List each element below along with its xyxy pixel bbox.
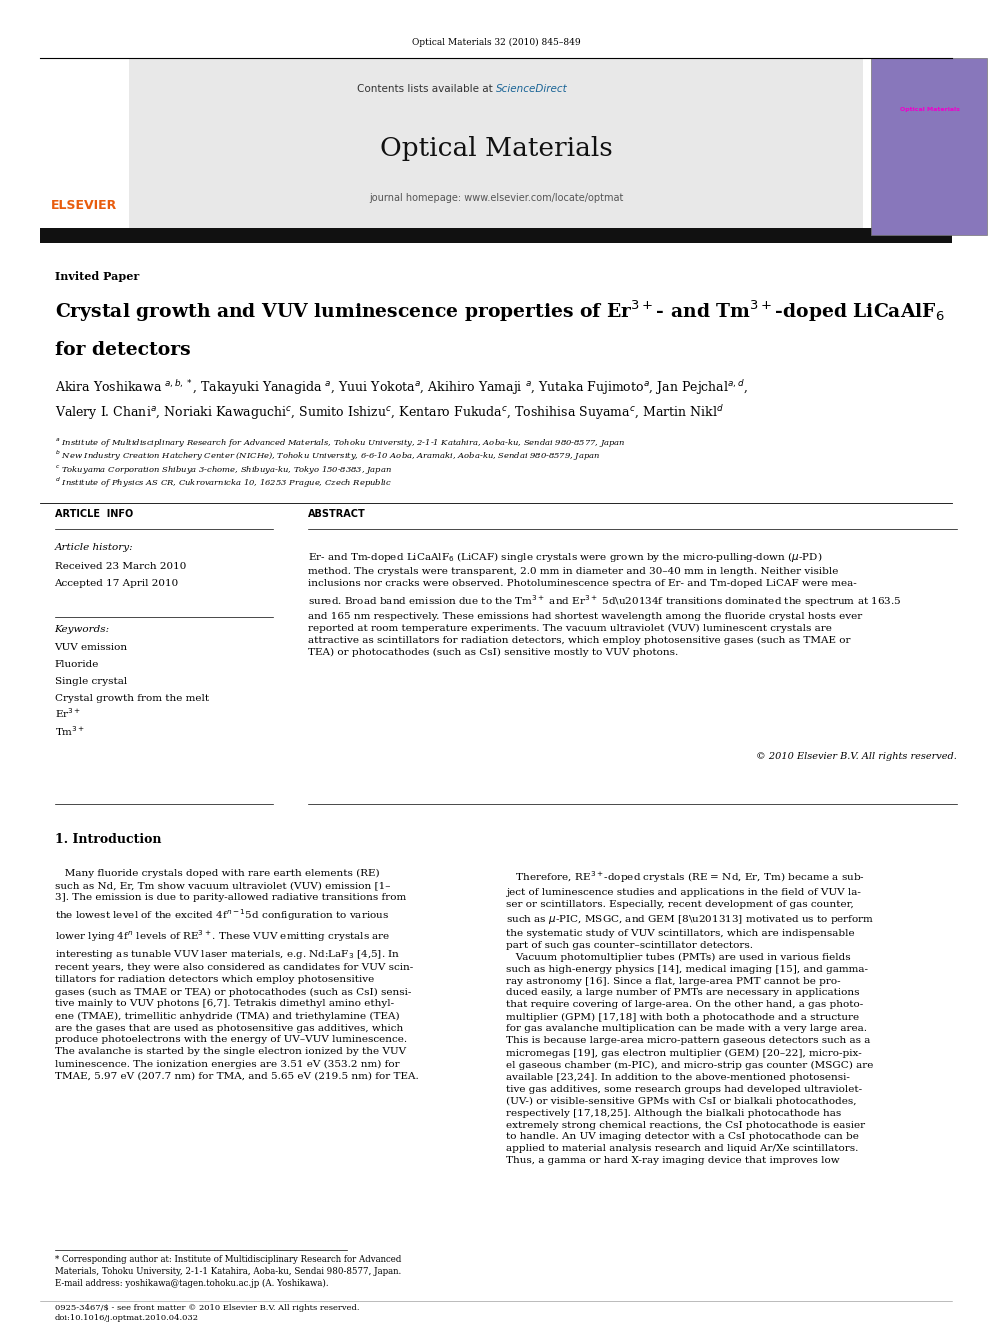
Text: VUV emission: VUV emission: [55, 643, 128, 652]
Text: Tm$^{3+}$: Tm$^{3+}$: [55, 724, 84, 738]
Text: Akira Yoshikawa $^{a,b,*}$, Takayuki Yanagida $^{a}$, Yuui Yokota$^{a}$, Akihiro: Akira Yoshikawa $^{a,b,*}$, Takayuki Yan…: [55, 377, 748, 397]
Text: for detectors: for detectors: [55, 340, 190, 359]
FancyBboxPatch shape: [40, 228, 952, 243]
Text: Contents lists available at: Contents lists available at: [357, 83, 496, 94]
FancyBboxPatch shape: [129, 58, 863, 235]
Text: Accepted 17 April 2010: Accepted 17 April 2010: [55, 579, 179, 589]
Text: $^b$ New Industry Creation Hatchery Center (NICHe), Tohoku University, 6-6-10 Ao: $^b$ New Industry Creation Hatchery Cent…: [55, 448, 600, 463]
Text: Single crystal: Single crystal: [55, 677, 127, 687]
Text: Optical Materials: Optical Materials: [900, 107, 959, 112]
Text: © 2010 Elsevier B.V. All rights reserved.: © 2010 Elsevier B.V. All rights reserved…: [757, 753, 957, 762]
Text: Crystal growth and VUV luminescence properties of Er$^{3+}$- and Tm$^{3+}$-doped: Crystal growth and VUV luminescence prop…: [55, 298, 944, 324]
Text: ABSTRACT: ABSTRACT: [308, 509, 365, 520]
Text: Many fluoride crystals doped with rare earth elements (RE)
such as Nd, Er, Tm sh: Many fluoride crystals doped with rare e…: [55, 869, 419, 1081]
Text: $^a$ Institute of Multidisciplinary Research for Advanced Materials, Tohoku Univ: $^a$ Institute of Multidisciplinary Rese…: [55, 435, 625, 448]
Text: journal homepage: www.elsevier.com/locate/optmat: journal homepage: www.elsevier.com/locat…: [369, 193, 623, 204]
Text: 0925-3467/$ - see front matter © 2010 Elsevier B.V. All rights reserved.: 0925-3467/$ - see front matter © 2010 El…: [55, 1303, 359, 1312]
Text: $^c$ Tokuyama Corporation Shibuya 3-chome, Shibuya-ku, Tokyo 150-8383, Japan: $^c$ Tokuyama Corporation Shibuya 3-chom…: [55, 463, 392, 476]
Text: 1. Introduction: 1. Introduction: [55, 832, 161, 845]
Text: Optical Materials: Optical Materials: [380, 136, 612, 160]
Text: Valery I. Chani$^{a}$, Noriaki Kawaguchi$^{c}$, Sumito Ishizu$^{c}$, Kentaro Fuk: Valery I. Chani$^{a}$, Noriaki Kawaguchi…: [55, 402, 723, 422]
Text: Er$^{3+}$: Er$^{3+}$: [55, 706, 80, 721]
Text: Therefore, RE$^{3+}$-doped crystals (RE = Nd, Er, Tm) became a sub-
ject of lumi: Therefore, RE$^{3+}$-doped crystals (RE …: [506, 869, 874, 1166]
Text: $^d$ Institute of Physics AS CR, Cukrovarnicka 10, 16253 Prague, Czech Republic: $^d$ Institute of Physics AS CR, Cukrova…: [55, 475, 392, 490]
Text: ARTICLE  INFO: ARTICLE INFO: [55, 509, 133, 520]
Text: Article history:: Article history:: [55, 544, 133, 553]
Text: Materials, Tohoku University, 2-1-1 Katahira, Aoba-ku, Sendai 980-8577, Japan.: Materials, Tohoku University, 2-1-1 Kata…: [55, 1267, 401, 1277]
Text: E-mail address: yoshikawa@tagen.tohoku.ac.jp (A. Yoshikawa).: E-mail address: yoshikawa@tagen.tohoku.a…: [55, 1279, 328, 1289]
FancyBboxPatch shape: [871, 58, 987, 235]
Text: * Corresponding author at: Institute of Multidisciplinary Research for Advanced: * Corresponding author at: Institute of …: [55, 1256, 401, 1265]
Text: Fluoride: Fluoride: [55, 660, 99, 669]
Text: ELSEVIER: ELSEVIER: [52, 198, 117, 212]
Text: ScienceDirect: ScienceDirect: [496, 83, 567, 94]
Text: Er- and Tm-doped LiCaAlF$_6$ (LiCAF) single crystals were grown by the micro-pul: Er- and Tm-doped LiCaAlF$_6$ (LiCAF) sin…: [308, 550, 902, 658]
Text: Optical Materials 32 (2010) 845–849: Optical Materials 32 (2010) 845–849: [412, 38, 580, 46]
Text: Keywords:: Keywords:: [55, 626, 110, 635]
Text: doi:10.1016/j.optmat.2010.04.032: doi:10.1016/j.optmat.2010.04.032: [55, 1314, 198, 1323]
Text: Invited Paper: Invited Paper: [55, 271, 139, 282]
Text: Crystal growth from the melt: Crystal growth from the melt: [55, 695, 208, 704]
Text: Received 23 March 2010: Received 23 March 2010: [55, 562, 186, 572]
